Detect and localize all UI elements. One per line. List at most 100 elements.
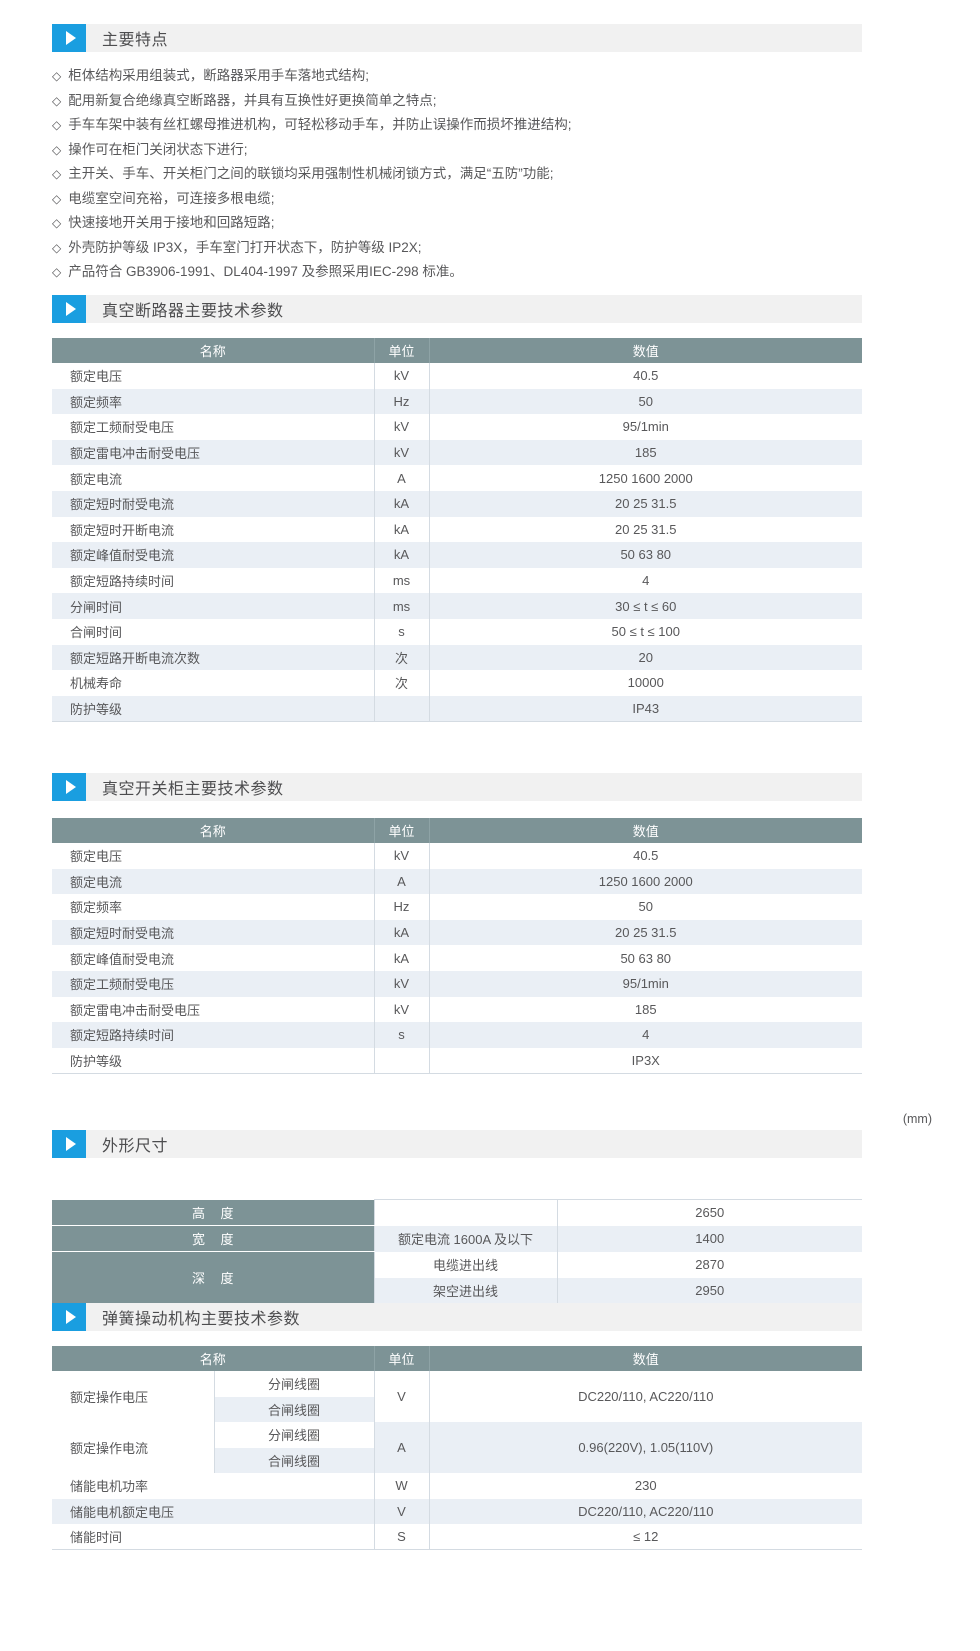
table-row: 额定峰值耐受电流 kA 50 63 80 xyxy=(52,945,862,971)
cell-name: 额定工频耐受电压 xyxy=(52,414,374,440)
feature-item-text: 外壳防护等级 IP3X，手车室门打开状态下，防护等级 IP2X; xyxy=(68,239,422,255)
section-header-features: 主要特点 xyxy=(52,24,862,52)
col-header-unit: 单位 xyxy=(373,1346,430,1371)
cell-name: 额定短时耐受电流 xyxy=(52,919,374,946)
dimension-row: 宽 度额定电流 1600A 及以下 1400 xyxy=(52,1225,862,1252)
cell-subname: 分闸线圈 xyxy=(213,1371,375,1397)
table-header-row: 名称 单位 数值 xyxy=(52,1346,863,1371)
cell-value: ≤ 12 xyxy=(428,1524,863,1550)
cell-unit: kA xyxy=(373,542,429,568)
cell-name: 额定电流 xyxy=(52,465,374,491)
table-header-row: 名称 单位 数值 xyxy=(52,338,862,363)
table-row: 额定短路开断电流次数次 20 xyxy=(52,644,862,671)
section-title: 弹簧操动机构主要技术参数 xyxy=(102,1311,301,1328)
cell-unit: 次 xyxy=(373,670,429,696)
triangle-play-icon xyxy=(52,295,86,323)
feature-item-text: 快速接地开关用于接地和回路短路; xyxy=(68,215,275,230)
cell-unit xyxy=(373,1047,429,1074)
cell-unit: ms xyxy=(373,593,429,619)
dimension-condition xyxy=(373,1199,557,1226)
col-header-unit: 单位 xyxy=(373,818,429,843)
cell-name: 防护等级 xyxy=(52,1047,374,1074)
cell-unit: kA xyxy=(373,919,429,946)
table-row: 额定频率 Hz 50 xyxy=(52,894,862,920)
table-row: 额定短时耐受电流 kA 20 25 31.5 xyxy=(52,919,862,946)
table-row: 额定短时耐受电流 kA 20 25 31.5 xyxy=(52,490,862,517)
feature-item-text: 电缆室空间充裕，可连接多根电缆; xyxy=(68,190,275,206)
dimension-value: 2950 xyxy=(556,1277,862,1304)
cell-unit: A xyxy=(373,868,429,895)
cell-name: 额定工频耐受电压 xyxy=(52,970,374,997)
cell-value: 40.5 xyxy=(428,363,862,389)
section-header-dimensions: 外形尺寸 xyxy=(52,1130,862,1158)
cell-value: DC220/110, AC220/110 xyxy=(428,1371,863,1422)
feature-item: ◇ 手车车架中装有丝杠螺母推进机构，可轻松移动手车，并防止误操作而损坏推进结构; xyxy=(52,113,882,138)
diamond-bullet-icon: ◇ xyxy=(52,93,62,108)
cell-unit: ms xyxy=(373,567,429,594)
dimension-label: 深 度 xyxy=(52,1251,374,1304)
table-row: 额定短时开断电流 kA 20 25 31.5 xyxy=(52,516,862,543)
cell-unit: s xyxy=(373,618,429,645)
cell-name: 额定短路持续时间 xyxy=(52,567,374,594)
cell-value: DC220/110, AC220/110 xyxy=(428,1498,863,1524)
table-row: 额定电流 A 1250 1600 2000 xyxy=(52,868,862,895)
cell-unit: kV xyxy=(373,414,429,440)
triangle-play-icon xyxy=(52,1130,86,1158)
cell-subname: 分闸线圈 xyxy=(213,1422,375,1448)
section-title: 真空断路器主要技术参数 xyxy=(102,303,284,320)
table-row: 额定电流 A 1250 1600 2000 xyxy=(52,465,862,491)
table-row: 储能时间 S ≤ 12 xyxy=(52,1524,863,1550)
col-header-value: 数值 xyxy=(428,1346,863,1371)
cell-value: 1250 1600 2000 xyxy=(428,465,862,491)
cell-value: 95/1min xyxy=(428,970,862,997)
cell-value: 30 ≤ t ≤ 60 xyxy=(428,593,862,619)
diamond-bullet-icon: ◇ xyxy=(52,69,62,83)
table-row: 额定短路持续时间 ms 4 xyxy=(52,567,862,594)
cell-unit: kV xyxy=(373,996,429,1023)
cell-value: 4 xyxy=(428,1022,862,1048)
cell-value: 20 25 31.5 xyxy=(428,516,862,543)
feature-item: ◇ 电缆室空间充裕，可连接多根电缆; xyxy=(52,187,882,212)
cell-subname: 合闸线圈 xyxy=(213,1396,375,1422)
cell-unit: kV xyxy=(373,363,429,389)
cell-value: 40.5 xyxy=(428,843,862,869)
table-row: 合闸线圈 xyxy=(52,1447,862,1473)
feature-item: ◇ 快速接地开关用于接地和回路短路; xyxy=(52,211,882,236)
table-row: 防护等级 IP3X xyxy=(52,1047,862,1074)
section-title: 真空开关柜主要技术参数 xyxy=(102,781,284,798)
table-row: 额定工频耐受电压 kV 95/1min xyxy=(52,970,862,997)
diamond-bullet-icon: ◇ xyxy=(52,167,62,181)
diamond-bullet-icon: ◇ xyxy=(52,142,62,157)
cell-value: 1250 1600 2000 xyxy=(428,868,862,895)
cell-name: 额定电压 xyxy=(52,843,374,869)
table-row: 分闸时间 ms 30 ≤ t ≤ 60 xyxy=(52,593,862,619)
cell-name: 额定电压 xyxy=(52,363,374,389)
table-row: 机械寿命次 10000 xyxy=(52,670,862,696)
cell-unit: kA xyxy=(373,516,429,543)
cell-value: 10000 xyxy=(428,670,862,696)
cell-unit: kV xyxy=(373,843,429,869)
feature-item: ◇ 柜体结构采用组装式，断路器采用手车落地式结构; xyxy=(52,64,882,89)
table-row: 额定雷电冲击耐受电压 kV 185 xyxy=(52,439,862,466)
dimension-label: 宽 度 xyxy=(52,1225,374,1252)
triangle-play-icon xyxy=(52,1303,86,1331)
cell-unit: s xyxy=(373,1022,429,1048)
col-header-value: 数值 xyxy=(428,818,862,843)
table-row: 额定短路持续时间 s 4 xyxy=(52,1022,862,1048)
cell-value: 20 25 31.5 xyxy=(428,490,862,517)
table-row: 合闸线圈 xyxy=(52,1396,862,1422)
cell-value: 4 xyxy=(428,567,862,594)
cell-name: 额定频率 xyxy=(52,894,374,920)
cell-subname: 合闸线圈 xyxy=(213,1447,375,1473)
cell-value: 185 xyxy=(428,996,862,1023)
dimension-condition: 架空进出线 xyxy=(373,1277,557,1304)
dimension-value: 2870 xyxy=(556,1251,862,1278)
cell-value: 50 63 80 xyxy=(428,542,862,568)
section-header-breaker: 真空断路器主要技术参数 xyxy=(52,295,862,323)
cell-unit: 次 xyxy=(373,644,429,671)
cell-value: 230 xyxy=(428,1473,863,1499)
cell-value: 20 25 31.5 xyxy=(428,919,862,946)
cell-name: 储能时间 xyxy=(52,1524,375,1550)
triangle-play-icon xyxy=(52,773,86,801)
feature-item-text: 产品符合 GB3906-1991、DL404-1997 及参照采用IEC-298… xyxy=(68,264,463,279)
